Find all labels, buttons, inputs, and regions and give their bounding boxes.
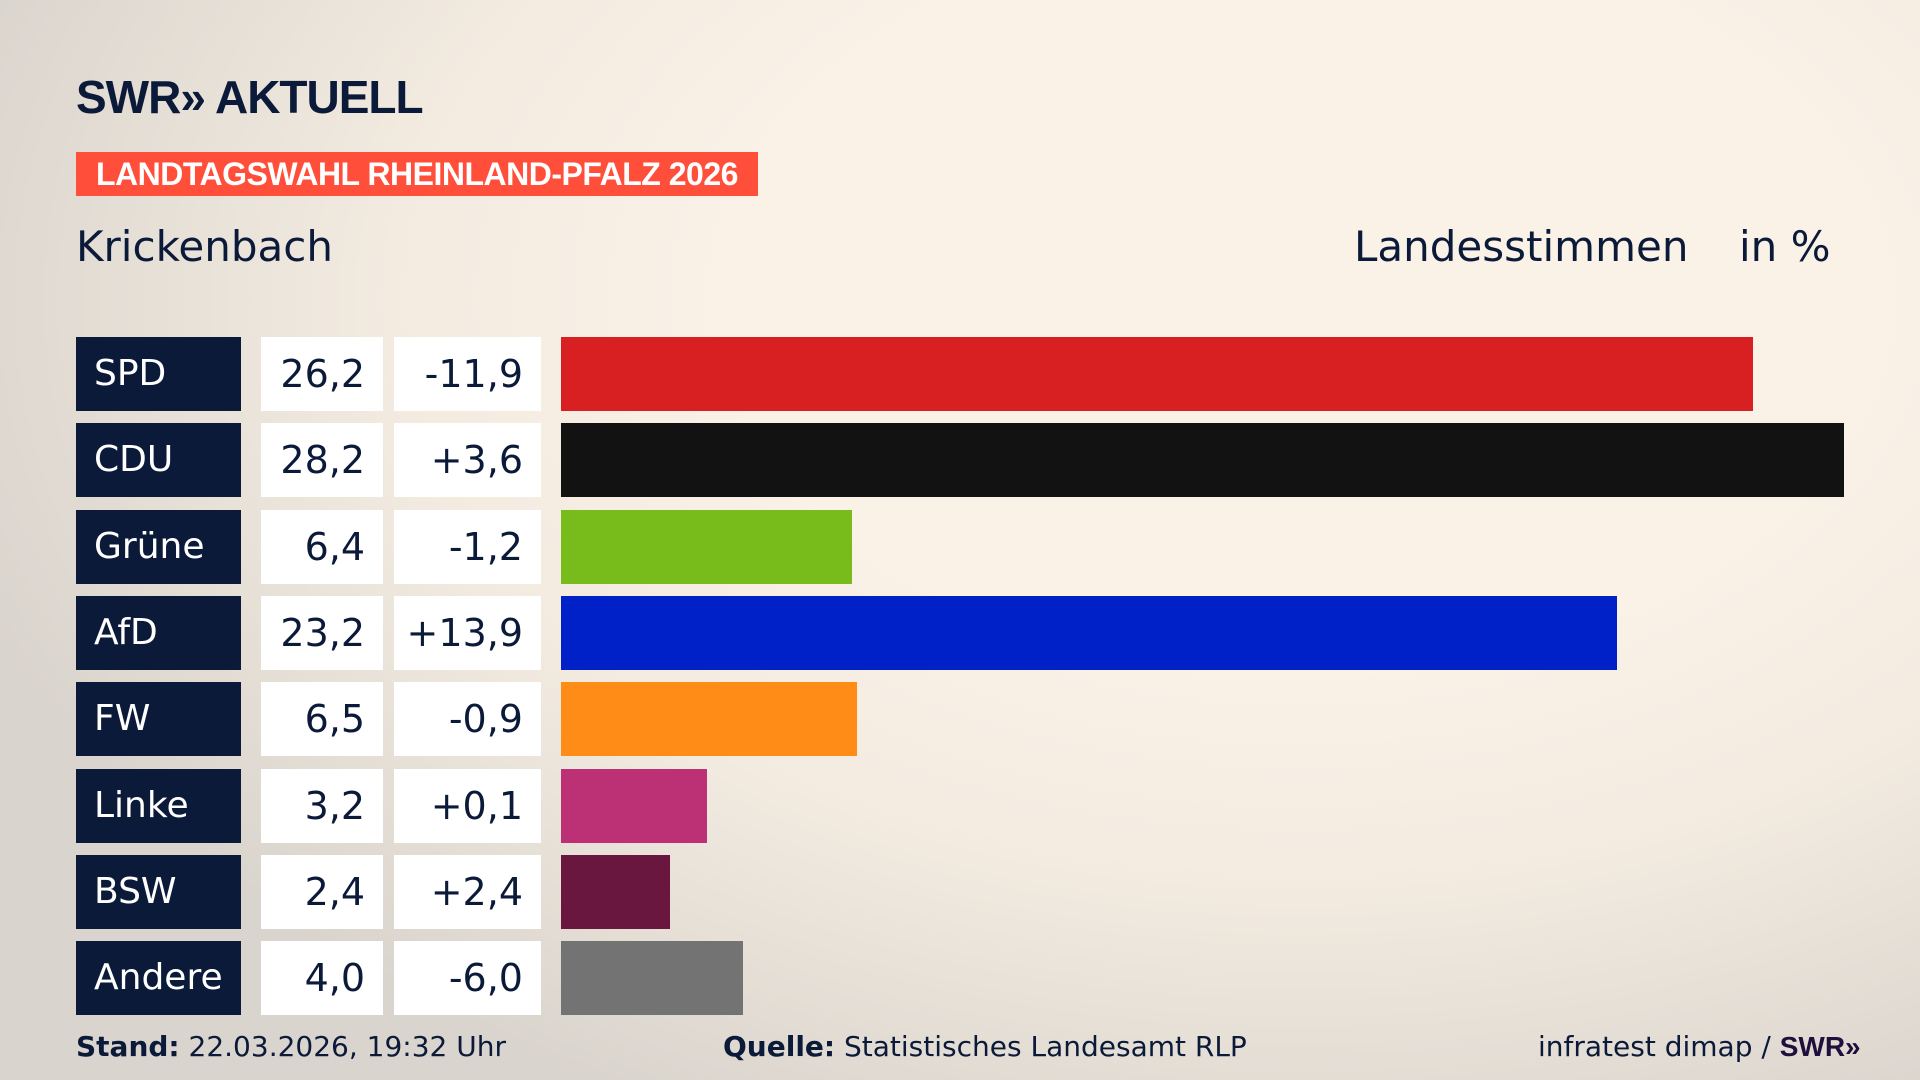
bar-grne — [561, 509, 853, 584]
swr-aktuell-logo: SWR» AKTUELL — [76, 71, 424, 123]
timestamp: Stand: 22.03.2026, 19:32 Uhr — [76, 1030, 506, 1063]
diff-label: +13,9 — [394, 595, 541, 670]
party-label: CDU — [76, 423, 241, 498]
value-label: 3,2 — [261, 768, 383, 843]
result-row: SPD 26,2 -11,9 — [0, 337, 1920, 411]
value-label: 6,5 — [261, 682, 383, 757]
credit-text: infratest dimap / — [1538, 1030, 1771, 1063]
place-title: Krickenbach — [76, 222, 333, 271]
credit: infratest dimap / SWR» — [1538, 1030, 1861, 1063]
value-label: 2,4 — [261, 854, 383, 929]
source-value: Statistisches Landesamt RLP — [844, 1030, 1247, 1063]
bar-spd — [561, 337, 1753, 411]
bar-afd — [561, 595, 1617, 670]
stand-value: 22.03.2026, 19:32 Uhr — [188, 1030, 506, 1063]
source-label: Quelle: — [723, 1030, 836, 1063]
bar-bsw — [561, 854, 671, 929]
result-row: CDU 28,2 +3,6 — [0, 423, 1920, 498]
diff-label: +0,1 — [394, 768, 541, 843]
diff-label: -11,9 — [394, 337, 541, 411]
value-label: 4,0 — [261, 941, 383, 1016]
diff-label: +2,4 — [394, 854, 541, 929]
diff-label: -1,2 — [394, 509, 541, 584]
value-label: 6,4 — [261, 509, 383, 584]
party-label: SPD — [76, 337, 241, 411]
unit-label: in % — [1739, 222, 1831, 271]
swr-logo-small: SWR» — [1779, 1031, 1861, 1062]
party-label: Linke — [76, 768, 241, 843]
party-label: BSW — [76, 854, 241, 929]
party-label: AfD — [76, 595, 241, 670]
bar-linke — [561, 768, 707, 843]
result-row: AfD 23,2 +13,9 — [0, 595, 1920, 670]
value-label: 23,2 — [261, 595, 383, 670]
diff-label: -6,0 — [394, 941, 541, 1016]
result-row: Andere 4,0 -6,0 — [0, 941, 1920, 1016]
result-row: FW 6,5 -0,9 — [0, 682, 1920, 757]
diff-label: +3,6 — [394, 423, 541, 498]
value-label: 28,2 — [261, 423, 383, 498]
diff-label: -0,9 — [394, 682, 541, 757]
value-label: 26,2 — [261, 337, 383, 411]
stand-label: Stand: — [76, 1030, 180, 1063]
bar-cdu — [561, 423, 1844, 498]
result-row: BSW 2,4 +2,4 — [0, 854, 1920, 929]
vote-type-label: Landesstimmen — [1354, 222, 1689, 271]
election-banner: LANDTAGSWAHL RHEINLAND-PFALZ 2026 — [76, 152, 758, 196]
party-label: FW — [76, 682, 241, 757]
party-label: Grüne — [76, 509, 241, 584]
party-label: Andere — [76, 941, 241, 1016]
result-row: Grüne 6,4 -1,2 — [0, 509, 1920, 584]
result-row: Linke 3,2 +0,1 — [0, 768, 1920, 843]
bar-andere — [561, 941, 743, 1016]
bar-fw — [561, 682, 857, 757]
source: Quelle: Statistisches Landesamt RLP — [723, 1030, 1247, 1063]
